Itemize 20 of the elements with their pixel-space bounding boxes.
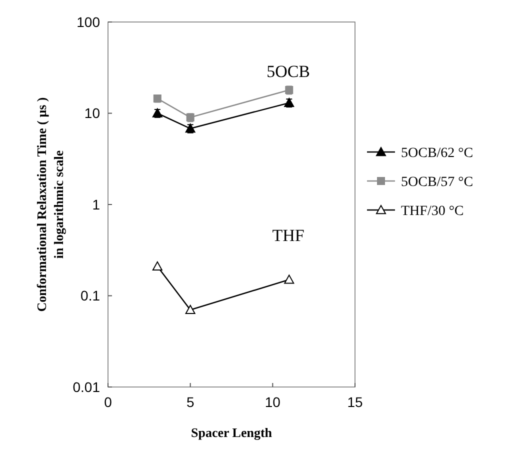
point [153,94,162,103]
point [152,261,162,270]
annotation: THF [272,226,304,245]
annotation: 5OCB [266,62,310,81]
legend-label: THF/30 °C [401,204,464,219]
y-tick-label: 100 [76,14,100,30]
y-tick-label: 1 [92,196,100,212]
y-axis-title: Conformational Relaxation Time ( μs ) in logarithmic scale [34,97,66,312]
point [185,304,196,314]
legend-label: 5OCB/62 °C [401,146,474,161]
x-tick-label: 0 [104,394,112,410]
x-axis-title: Spacer Length [190,425,273,440]
point [284,274,294,284]
y-tick-label: 0.1 [80,288,100,304]
legend-label: 5OCB/57 °C [401,174,474,190]
x-tick-label: 15 [347,394,363,410]
y-tick-label: 0.01 [72,378,100,395]
x-tick-label: 5 [186,394,194,410]
y-tick-label: 10 [84,105,100,122]
x-tick-label: 10 [264,394,281,410]
